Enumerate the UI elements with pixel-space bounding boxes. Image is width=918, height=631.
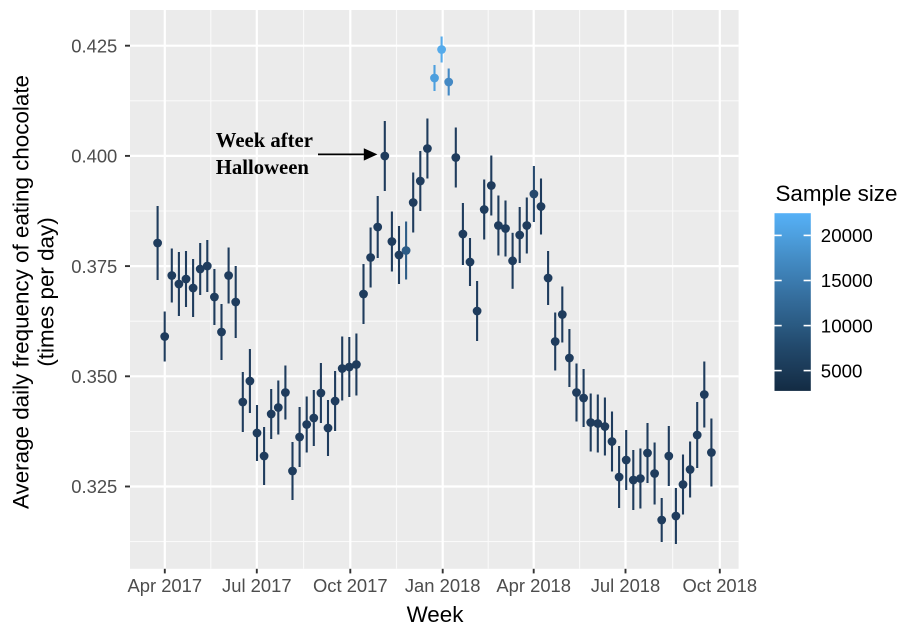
svg-text:20000: 20000: [821, 225, 873, 246]
svg-text:10000: 10000: [821, 315, 873, 336]
svg-text:0.350: 0.350: [71, 366, 117, 387]
svg-text:Jul 2017: Jul 2017: [222, 575, 292, 596]
svg-text:Week: Week: [407, 602, 465, 627]
svg-text:Week after: Week after: [216, 130, 313, 152]
svg-text:Average daily frequency of eat: Average daily frequency of eating chocol…: [8, 75, 33, 509]
svg-text:15000: 15000: [821, 270, 873, 291]
svg-text:Oct 2018: Oct 2018: [682, 575, 757, 596]
svg-text:0.425: 0.425: [71, 35, 117, 56]
svg-text:Halloween: Halloween: [216, 157, 310, 179]
svg-text:Sample size: Sample size: [776, 181, 898, 206]
svg-text:(times per day): (times per day): [34, 217, 59, 366]
svg-text:Jan 2018: Jan 2018: [405, 575, 481, 596]
svg-text:Apr 2017: Apr 2017: [127, 575, 202, 596]
svg-text:Jul 2018: Jul 2018: [591, 575, 661, 596]
svg-text:0.400: 0.400: [71, 146, 117, 167]
svg-text:0.375: 0.375: [71, 256, 117, 277]
svg-text:Oct 2017: Oct 2017: [313, 575, 388, 596]
svg-text:5000: 5000: [821, 360, 863, 381]
svg-text:0.325: 0.325: [71, 476, 117, 497]
svg-text:Apr 2018: Apr 2018: [496, 575, 571, 596]
